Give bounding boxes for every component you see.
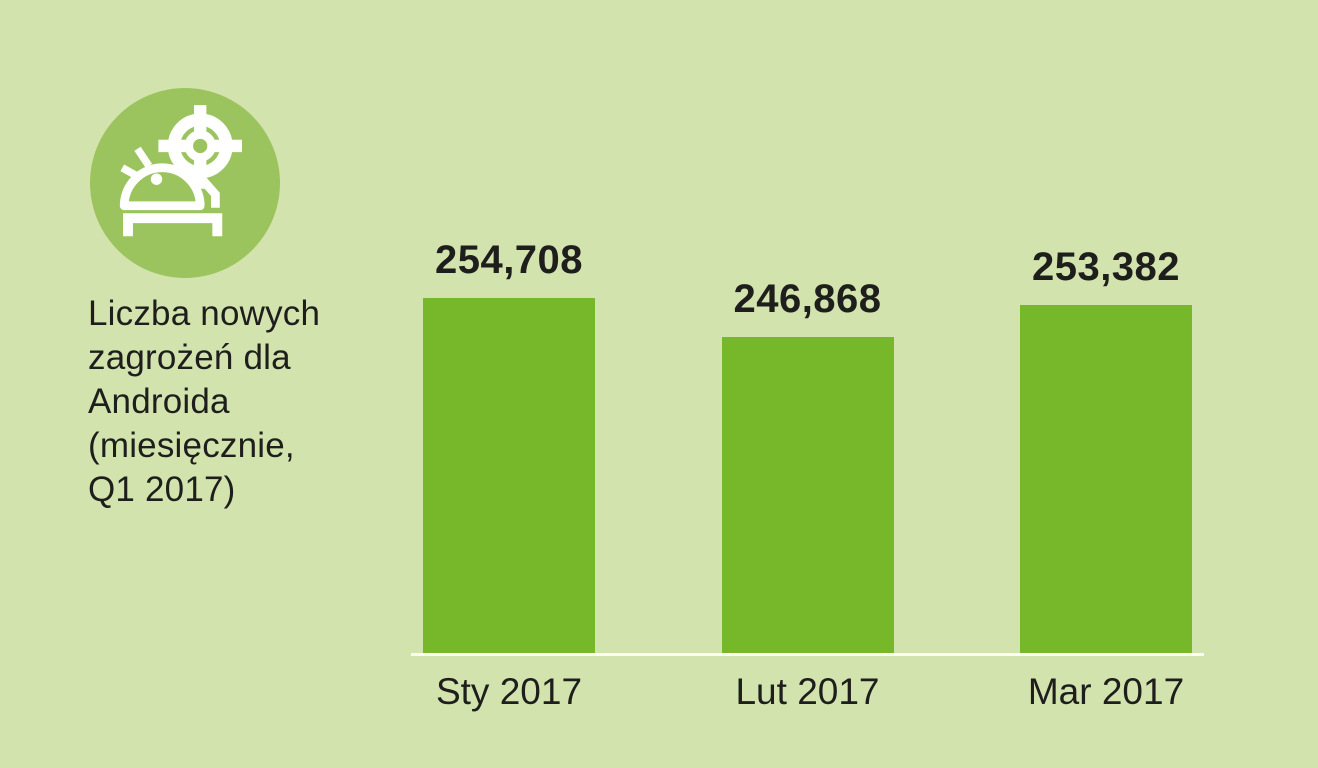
target-center-dot [184, 130, 216, 162]
x-axis-tick-label: Lut 2017 [735, 671, 880, 712]
caption-line: (miesięcznie, [88, 426, 295, 465]
android-antenna [120, 164, 142, 181]
android-eye [150, 173, 163, 185]
caption-line: zagrożeń dla [88, 338, 291, 377]
target-ring [167, 113, 233, 179]
android-arm [198, 176, 220, 208]
bar-value-label: 253,382 [1031, 245, 1181, 289]
plot-area: 254,708 Sty 2017 246,868 Lut 2017 253,382 Mar… [411, 238, 1204, 712]
caption-line: Androida [88, 382, 230, 421]
x-axis-tick-label: Sty 2017 [435, 671, 583, 712]
bar [721, 337, 894, 653]
bar-value-label: 254,708 [434, 238, 584, 282]
android-target-glyph [119, 105, 242, 237]
x-axis-line [411, 653, 1204, 656]
chart-caption: Liczba nowych zagrożeń dla Androida (mie… [88, 292, 320, 512]
android-target-icon [90, 88, 280, 278]
bar [1020, 305, 1192, 653]
android-antenna [134, 146, 153, 169]
bar-column: 254,708 Sty 2017 [423, 238, 595, 712]
caption-line: Q1 2017) [88, 470, 236, 509]
caption-line: Liczba nowych [88, 294, 321, 333]
bar-value-label: 246,868 [733, 277, 882, 321]
base-bench [123, 213, 223, 237]
bar [423, 298, 595, 653]
bar-column: 253,382 Mar 2017 [1020, 245, 1192, 712]
x-axis-tick-label: Mar 2017 [1027, 671, 1185, 712]
bar-column: 246,868 Lut 2017 [721, 277, 894, 712]
android-head [119, 163, 205, 211]
